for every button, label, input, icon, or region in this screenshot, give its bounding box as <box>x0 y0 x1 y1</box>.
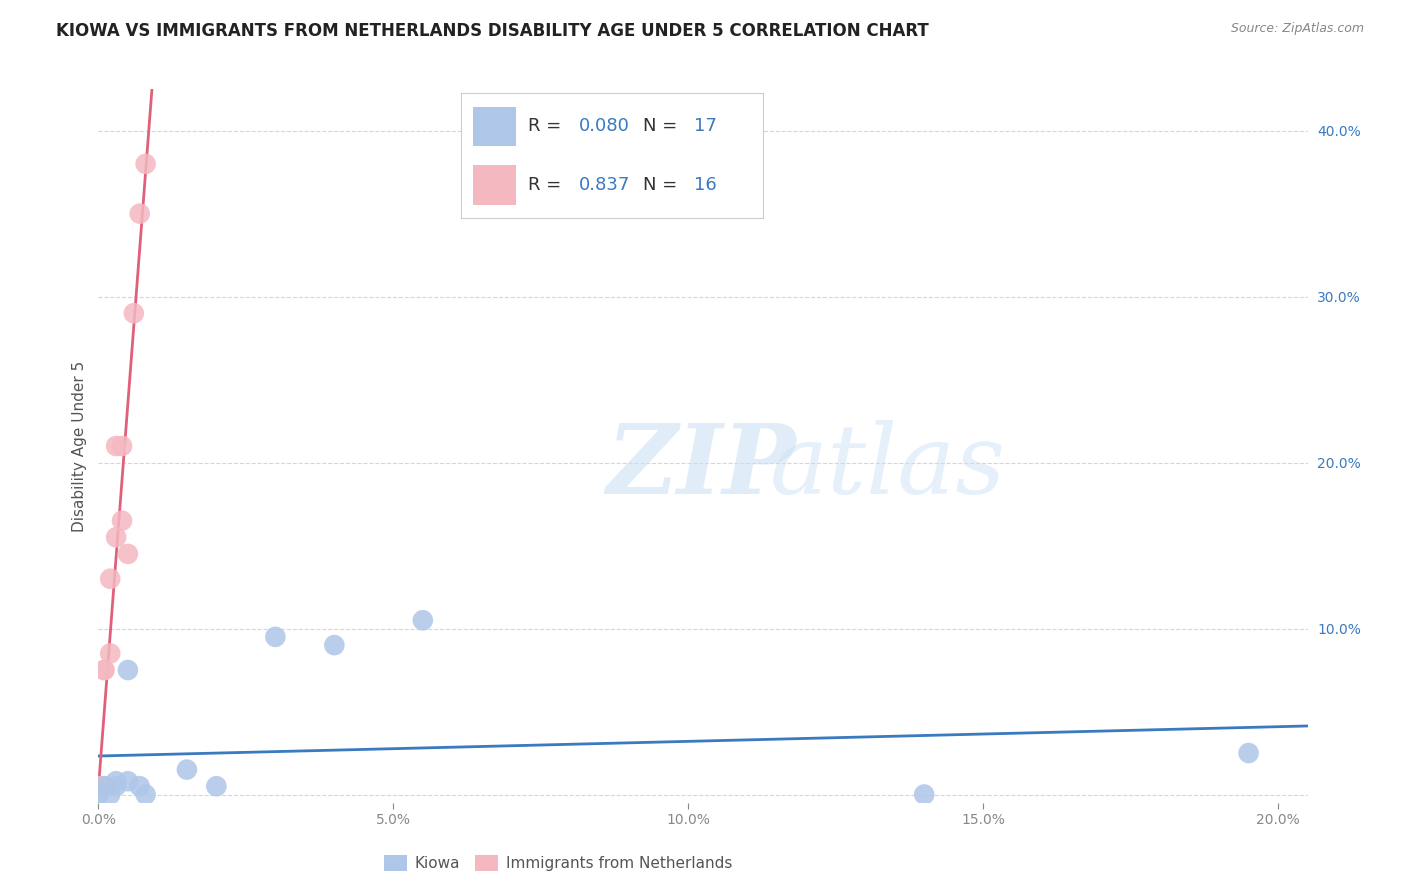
Point <box>105 439 128 453</box>
Point <box>87 788 110 802</box>
Point <box>105 774 128 789</box>
Point <box>412 613 434 627</box>
Point <box>87 779 110 793</box>
Point <box>135 788 157 802</box>
Text: KIOWA VS IMMIGRANTS FROM NETHERLANDS DISABILITY AGE UNDER 5 CORRELATION CHART: KIOWA VS IMMIGRANTS FROM NETHERLANDS DIS… <box>56 22 929 40</box>
Point <box>117 663 139 677</box>
Point <box>205 779 228 793</box>
Point <box>122 306 145 320</box>
Point <box>98 788 121 802</box>
Point <box>128 207 150 221</box>
Point <box>93 779 115 793</box>
Text: atlas: atlas <box>769 420 1005 515</box>
Legend: Kiowa, Immigrants from Netherlands: Kiowa, Immigrants from Netherlands <box>378 849 738 877</box>
Text: Source: ZipAtlas.com: Source: ZipAtlas.com <box>1230 22 1364 36</box>
Point <box>87 788 110 802</box>
Point <box>93 779 115 793</box>
Point <box>105 530 128 544</box>
Point <box>111 514 134 528</box>
Point <box>117 774 139 789</box>
Point <box>93 663 115 677</box>
Point <box>912 788 935 802</box>
Point <box>111 439 134 453</box>
Point <box>87 779 110 793</box>
Point <box>264 630 287 644</box>
Point <box>323 638 346 652</box>
Point <box>93 663 115 677</box>
Point <box>93 779 115 793</box>
Point <box>128 779 150 793</box>
Y-axis label: Disability Age Under 5: Disability Age Under 5 <box>72 360 87 532</box>
Point <box>1237 746 1260 760</box>
Point <box>98 572 121 586</box>
Point <box>117 547 139 561</box>
Point <box>176 763 198 777</box>
Point <box>98 647 121 661</box>
Text: ZIP: ZIP <box>606 420 796 515</box>
Point <box>135 157 157 171</box>
Point <box>105 779 128 793</box>
